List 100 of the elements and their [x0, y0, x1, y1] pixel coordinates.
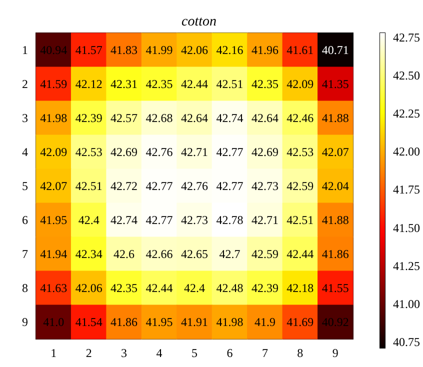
data-label: 42.51: [216, 77, 244, 91]
data-label: 42.74: [110, 213, 138, 227]
data-label: 42.44: [146, 281, 173, 295]
data-label: 42.35: [146, 77, 173, 91]
text: 41.00: [393, 296, 420, 311]
text: 41.50: [393, 220, 420, 235]
data-label: 42.69: [110, 145, 138, 159]
data-label: 42.77: [216, 179, 244, 193]
data-label: 41.59: [40, 77, 68, 91]
data-label: 41.0: [43, 315, 64, 329]
data-label: 41.69: [286, 315, 314, 329]
x-tick-label: 4: [156, 346, 162, 360]
y-tick-label: 7: [22, 247, 28, 261]
data-label: 42.57: [110, 111, 138, 125]
data-label: 40.92: [322, 315, 349, 329]
data-label: 42.69: [251, 145, 278, 159]
text: 42.75: [393, 30, 420, 45]
chart-title: cotton: [182, 14, 216, 30]
data-label: 40.94: [40, 43, 68, 57]
data-label: 41.35: [322, 77, 349, 91]
data-label: 42.16: [216, 43, 244, 57]
y-tick-label: 3: [22, 111, 28, 125]
data-label: 41.94: [40, 247, 68, 261]
data-label: 42.77: [216, 145, 244, 159]
data-label: 42.06: [181, 43, 208, 57]
data-label: 42.04: [322, 179, 349, 193]
data-label: 42.51: [286, 213, 314, 227]
text: 42.00: [393, 144, 420, 159]
data-label: 42.39: [251, 281, 278, 295]
data-label: 42.71: [251, 213, 278, 227]
x-tick-label: 8: [297, 346, 304, 360]
data-label: 42.34: [75, 247, 102, 261]
data-label: 41.83: [110, 43, 138, 57]
text: 41.75: [393, 182, 420, 197]
data-label: 41.57: [75, 43, 102, 57]
data-label: 41.54: [75, 315, 102, 329]
x-tick-label: 1: [50, 346, 57, 360]
data-label: 42.64: [181, 111, 208, 125]
data-label: 42.59: [251, 247, 278, 261]
data-label: 41.91: [181, 315, 208, 329]
data-label: 42.09: [286, 77, 314, 91]
y-tick-label: 5: [22, 179, 28, 193]
data-label: 42.77: [146, 179, 173, 193]
data-label: 42.76: [146, 145, 173, 159]
data-label: 42.74: [216, 111, 244, 125]
data-label: 42.31: [110, 77, 138, 91]
text: 41.25: [393, 258, 420, 273]
data-label: 42.12: [75, 77, 102, 91]
data-label: 42.07: [322, 145, 349, 159]
x-tick-label: 9: [332, 346, 338, 360]
data-label: 42.6: [114, 247, 135, 261]
y-tick-label: 2: [22, 77, 28, 91]
y-tick-label: 9: [22, 315, 28, 329]
x-tick-label: 3: [121, 346, 128, 360]
data-label: 42.39: [75, 111, 102, 125]
x-tick-label: 6: [226, 346, 233, 360]
text: 42.50: [393, 68, 420, 83]
data-label: 42.4: [78, 213, 100, 227]
data-label: 41.86: [110, 315, 138, 329]
data-label: 41.61: [286, 43, 314, 57]
y-tick-label: 1: [22, 43, 28, 57]
data-label: 42.07: [40, 179, 68, 193]
data-label: 42.78: [216, 213, 244, 227]
data-label: 42.18: [286, 281, 314, 295]
data-label: 41.98: [40, 111, 68, 125]
data-label: 41.88: [322, 111, 349, 125]
data-label: 42.65: [181, 247, 208, 261]
x-tick-label: 5: [192, 346, 198, 360]
data-label: 41.95: [40, 213, 68, 227]
text: 40.75: [393, 334, 420, 349]
data-label: 42.76: [181, 179, 208, 193]
data-label: 42.44: [286, 247, 314, 261]
data-label: 42.7: [219, 247, 240, 261]
y-tick-label: 6: [22, 213, 28, 227]
data-label: 42.71: [181, 145, 208, 159]
data-label: 42.48: [216, 281, 244, 295]
data-label: 42.35: [110, 281, 138, 295]
data-label: 42.09: [40, 145, 68, 159]
data-label: 42.4: [184, 281, 205, 295]
text: 42.25: [393, 106, 420, 121]
y-tick-label: 4: [22, 145, 28, 159]
data-label: 41.9: [254, 315, 276, 329]
data-label: 42.73: [251, 179, 278, 193]
data-label: 41.88: [322, 213, 349, 227]
x-tick-label: 2: [86, 346, 92, 360]
data-label: 42.64: [251, 111, 278, 125]
data-label: 41.63: [40, 281, 68, 295]
data-label: 42.46: [286, 111, 314, 125]
data-label: 41.95: [146, 315, 173, 329]
data-label: 41.99: [146, 43, 173, 57]
data-label: 42.73: [181, 213, 208, 227]
data-label: 42.53: [75, 145, 102, 159]
data-label: 41.55: [322, 281, 349, 295]
data-label: 42.66: [146, 247, 173, 261]
y-tick-label: 8: [22, 281, 28, 295]
x-tick-label: 7: [262, 346, 268, 360]
data-label: 41.98: [216, 315, 244, 329]
data-label: 42.35: [251, 77, 278, 91]
data-label: 42.53: [286, 145, 314, 159]
data-label: 42.51: [75, 179, 102, 193]
